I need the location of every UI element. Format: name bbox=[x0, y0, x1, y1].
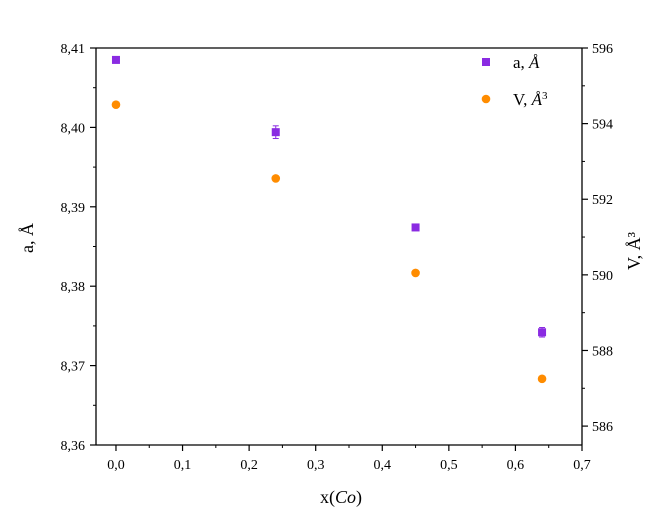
right-y-tick-label: 592 bbox=[592, 193, 613, 208]
left-y-tick-label: 8,37 bbox=[61, 360, 86, 375]
data-point-a bbox=[111, 55, 120, 64]
x-tick-label: 0,6 bbox=[507, 458, 525, 473]
x-tick-label: 0,5 bbox=[440, 458, 458, 473]
data-point-a bbox=[271, 128, 280, 137]
right-y-axis-title: V, Å³ bbox=[624, 231, 644, 270]
left-y-tick-label: 8,38 bbox=[61, 280, 86, 295]
legend-entry-label: V, Å3 bbox=[513, 90, 548, 109]
data-point-a bbox=[411, 223, 420, 232]
legend-entry-label: a, Å bbox=[513, 53, 540, 72]
left-y-axis-title: a, Å bbox=[17, 223, 37, 253]
data-point-v bbox=[411, 268, 420, 278]
left-y-tick-label: 8,36 bbox=[61, 439, 86, 454]
data-point-v bbox=[271, 174, 281, 183]
x-axis-title: x(Co) bbox=[320, 487, 362, 508]
right-y-tick-label: 588 bbox=[592, 344, 613, 359]
x-tick-label: 0,2 bbox=[240, 458, 258, 473]
x-tick-label: 0,1 bbox=[174, 458, 192, 473]
right-y-tick-label: 586 bbox=[592, 420, 613, 435]
legend-marker-v bbox=[481, 94, 491, 104]
x-tick-label: 0,0 bbox=[107, 458, 125, 473]
x-tick-label: 0,3 bbox=[307, 458, 325, 473]
legend: a, Å V, Å3 bbox=[481, 53, 548, 109]
data-point-a bbox=[538, 328, 547, 337]
left-y-tick-label: 8,40 bbox=[61, 121, 86, 136]
axes bbox=[95, 47, 583, 446]
data-marks bbox=[111, 55, 547, 384]
legend-marker-a bbox=[482, 58, 490, 66]
right-y-tick-label: 594 bbox=[592, 118, 613, 133]
right-y-tick-label: 590 bbox=[592, 269, 613, 284]
x-tick-label: 0,4 bbox=[374, 458, 392, 473]
data-point-v bbox=[537, 374, 547, 384]
ticks: 0,0 0,1 0,2 0,3 0,4 0,5 0,6 0,7 8,36 8,37 8,38 8,39… bbox=[61, 42, 614, 473]
data-point-v bbox=[111, 100, 121, 110]
x-tick-label: 0,7 bbox=[573, 458, 591, 473]
right-y-tick-label: 596 bbox=[592, 42, 613, 57]
left-y-tick-label: 8,41 bbox=[61, 42, 86, 57]
left-y-tick-label: 8,39 bbox=[61, 201, 86, 216]
